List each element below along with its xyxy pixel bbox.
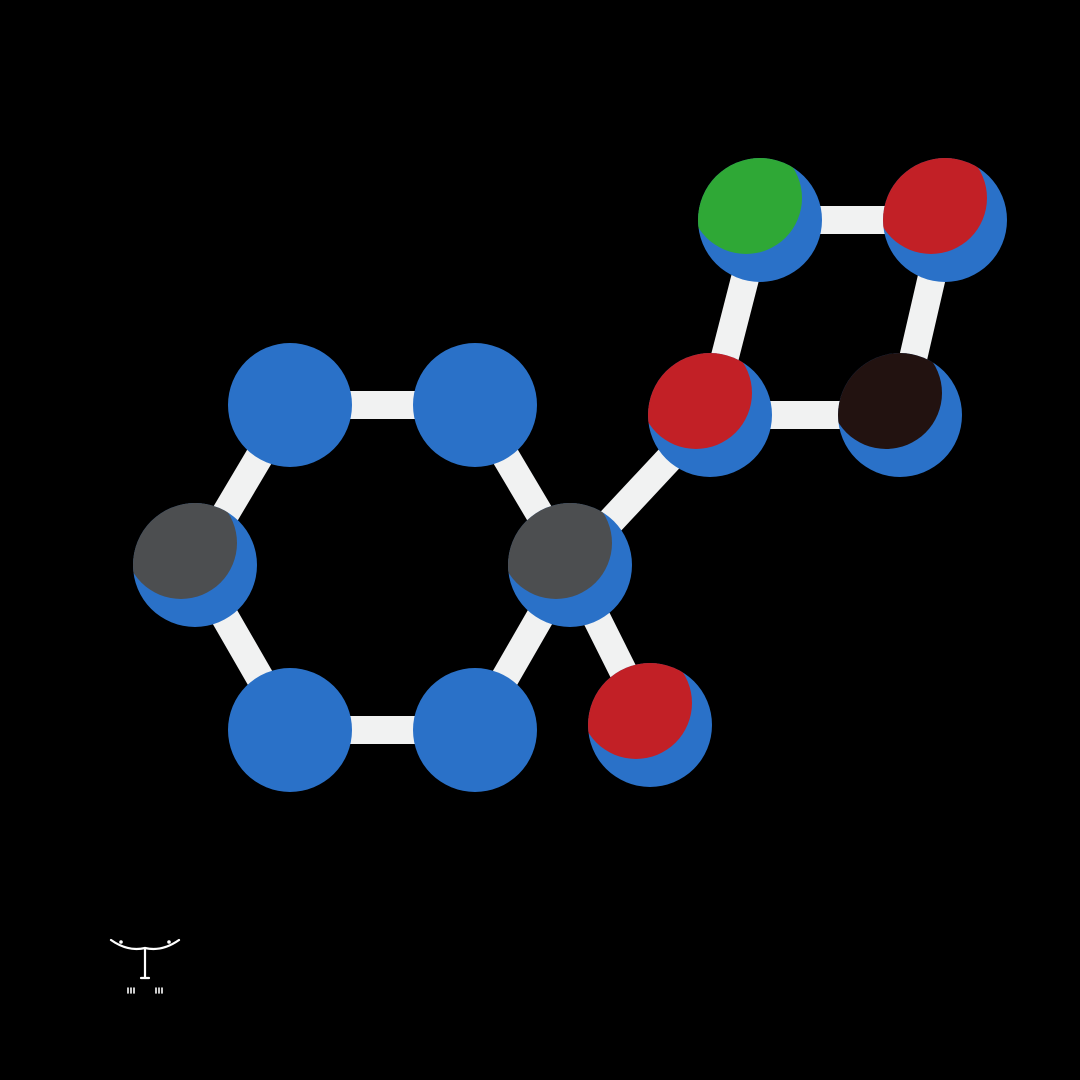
logo-glyph	[111, 940, 179, 993]
diagram-canvas	[0, 0, 1080, 1080]
logo-icon	[0, 0, 1080, 1080]
